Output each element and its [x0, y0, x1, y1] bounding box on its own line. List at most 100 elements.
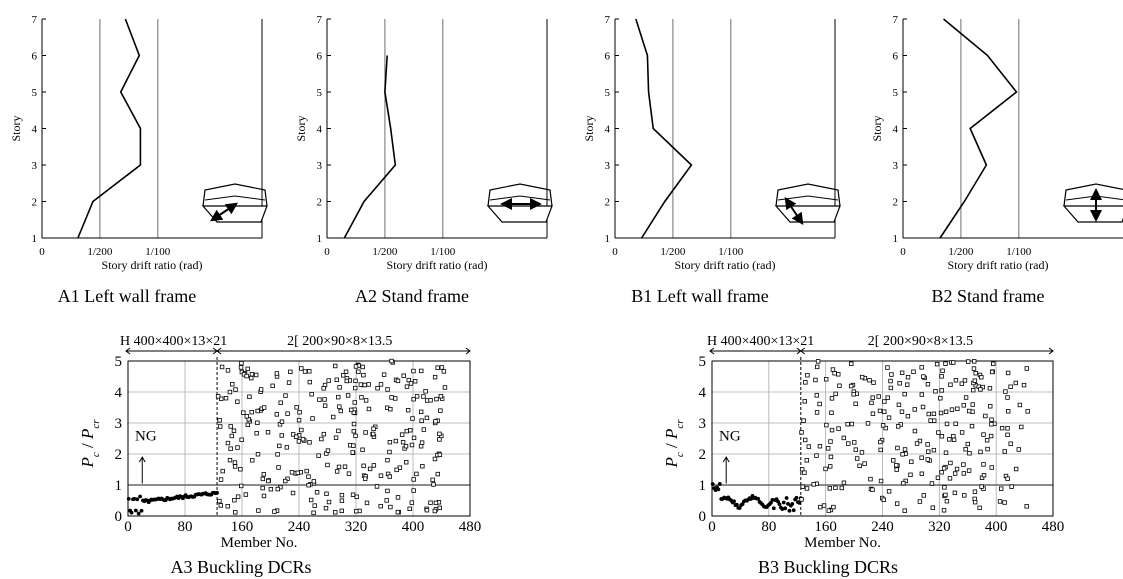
channel-point [894, 467, 899, 472]
channel-point [938, 396, 943, 401]
channel-point [304, 468, 309, 474]
channel-point [888, 378, 893, 384]
channel-point [356, 369, 361, 374]
y-tick-label: 3 [115, 416, 123, 432]
y-tick-label: 5 [317, 87, 323, 99]
channel-point [799, 497, 804, 502]
channel-point [865, 421, 871, 426]
channel-point [423, 389, 428, 394]
channel-point [886, 489, 892, 494]
channel-point [1025, 409, 1030, 414]
channel-point [341, 373, 346, 378]
channel-point [972, 489, 978, 494]
channel-point [841, 480, 847, 485]
channel-point [919, 455, 924, 460]
channel-point [833, 391, 838, 397]
channel-point [366, 406, 372, 412]
channel-point [953, 421, 958, 427]
y-axis-label-part: P [662, 457, 681, 468]
channel-point [317, 397, 322, 402]
channel-point [387, 474, 392, 479]
y-tick-label: 4 [893, 124, 899, 136]
channel-point [877, 408, 883, 414]
y-axis-label-part: c [674, 452, 686, 457]
channel-point [434, 396, 439, 402]
h-section-point [787, 508, 792, 513]
channel-point [374, 484, 380, 489]
channel-point [928, 418, 933, 423]
channel-point [258, 387, 264, 392]
load-direction-arrow [784, 197, 804, 225]
channel-point [334, 469, 340, 474]
channel-point [980, 384, 985, 390]
channel-point [894, 501, 900, 506]
x-axis-label: Story drift ratio (rad) [948, 258, 1049, 272]
channel-point [896, 402, 902, 408]
structure-icon [486, 183, 553, 223]
h-section-point [771, 506, 776, 511]
channel-point [905, 374, 911, 380]
channel-point [948, 382, 953, 387]
channel-point [285, 476, 290, 482]
channel-point [219, 396, 224, 401]
h-section-point [710, 482, 715, 486]
channel-point [978, 449, 983, 455]
channel-point [321, 431, 327, 437]
icon-outer [487, 183, 553, 207]
channel-point [931, 411, 937, 417]
channel-point [437, 452, 443, 458]
channel-point [952, 471, 958, 476]
channel-point [238, 467, 243, 472]
y-axis-label: Story [9, 115, 23, 141]
channel-point [371, 463, 377, 468]
channel-point [901, 480, 906, 486]
channel-point [963, 395, 969, 400]
channel-point [232, 460, 238, 465]
channel-point [972, 499, 978, 505]
y-tick-label: 3 [317, 160, 323, 172]
channel-point [899, 409, 905, 414]
section-label-h: H 400×400×13×21 [120, 334, 227, 349]
channel-point [870, 395, 875, 400]
channel-point [435, 365, 440, 370]
channel-point [841, 435, 847, 441]
channel-point [837, 383, 842, 388]
channel-point [255, 408, 260, 414]
channel-point [962, 378, 968, 383]
section-label-channel: 2[ 200×90×8×13.5 [868, 334, 973, 349]
channel-point [1005, 476, 1010, 481]
channel-point [961, 403, 966, 408]
channel-point [935, 475, 941, 480]
channel-point [419, 418, 424, 423]
channel-point [951, 360, 956, 365]
channel-point [821, 503, 827, 508]
channel-point [846, 441, 851, 446]
channel-point [411, 435, 417, 441]
channel-point [954, 466, 960, 472]
y-tick-label: 2 [32, 197, 38, 209]
channel-point [977, 505, 982, 511]
channel-point [247, 394, 252, 399]
channel-point [817, 401, 822, 407]
channel-point [244, 373, 249, 379]
drift-series-line [77, 18, 142, 239]
drift-series-line [635, 18, 693, 239]
x-tick-label: 400 [402, 519, 425, 535]
channel-point [849, 361, 854, 366]
channel-point [1013, 466, 1019, 472]
channel-point [294, 434, 299, 439]
y-axis-label: Pc / Pcr [662, 419, 686, 469]
y-tick-label: 1 [893, 233, 899, 245]
channel-point [420, 464, 425, 469]
channel-point [880, 423, 886, 428]
chart-caption: A2 Stand frame [355, 286, 469, 306]
channel-point [359, 395, 364, 400]
channel-point [350, 450, 355, 455]
channel-point [813, 377, 818, 383]
channel-point [836, 372, 841, 377]
channel-point [283, 478, 288, 484]
channel-point [219, 364, 225, 370]
plot-frame [127, 360, 471, 517]
channel-point [920, 404, 926, 410]
